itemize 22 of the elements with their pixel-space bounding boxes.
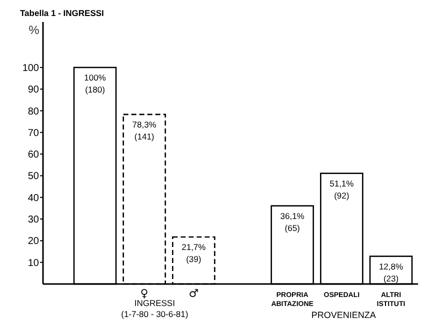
y-tick-label: 100	[22, 62, 40, 74]
y-tick-label: 40	[28, 192, 40, 204]
data-label: 51,1% (92)	[330, 178, 354, 200]
y-tick-label: 20	[28, 236, 40, 248]
chart-title: Tabella 1 - INGRESSI	[20, 8, 104, 18]
y-tick-label: 80	[28, 106, 40, 118]
data-label: 100% (180)	[84, 72, 106, 94]
data-label: 12,8% (23)	[378, 261, 404, 284]
y-tick-label: 70	[28, 128, 40, 139]
y-tick-label: 30	[28, 214, 40, 226]
y-tick-label: 90	[28, 84, 40, 96]
text: INGRESSI (1-7-80 - 30-6-81)	[121, 298, 188, 319]
text: PROVENIENZA	[311, 310, 376, 320]
y-axis-title: %	[28, 23, 40, 37]
y-tick-label: 50	[28, 171, 40, 182]
x-tick-label: ♂	[188, 287, 199, 300]
y-tick-label: 60	[28, 150, 40, 161]
data-label: 21,7% (39)	[182, 242, 206, 264]
data-label: 78,3% (141)	[132, 119, 157, 142]
y-tick-label: 10	[28, 258, 40, 269]
x-tick-label: ♀	[140, 287, 148, 300]
data-label: 36,1% (65)	[280, 210, 305, 233]
